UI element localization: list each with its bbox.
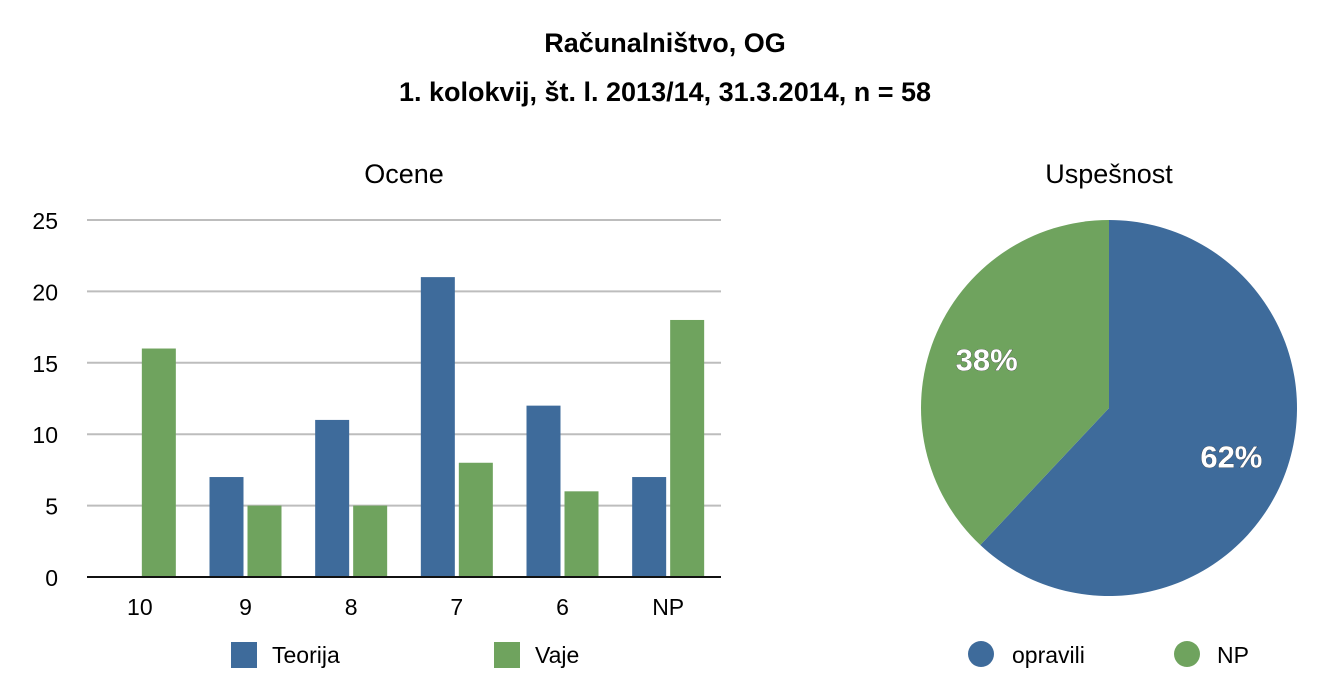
y-tick-label: 15 <box>32 351 58 377</box>
legend-label: opravili <box>1012 642 1085 668</box>
pie-slice <box>980 220 1297 597</box>
chart-title-line2: 1. kolokvij, št. l. 2013/14, 31.3.2014, … <box>398 77 932 107</box>
bar <box>526 405 561 577</box>
legend-swatch <box>968 641 994 667</box>
x-tick-label: 7 <box>450 594 463 620</box>
legend-swatch <box>494 642 520 668</box>
x-tick-label: NP <box>652 594 684 620</box>
x-tick-label: 8 <box>345 594 358 620</box>
legend-label: Teorija <box>272 642 340 668</box>
x-tick-label: 10 <box>127 594 153 620</box>
bar <box>420 277 455 577</box>
y-tick-label: 10 <box>32 422 58 448</box>
bar <box>632 477 667 577</box>
bar <box>458 462 493 577</box>
bar-chart-title: Ocene <box>364 159 444 189</box>
bar <box>141 348 176 577</box>
x-tick-label: 6 <box>556 594 569 620</box>
pie-data-label: 38% <box>956 343 1018 378</box>
legend-label: NP <box>1217 642 1249 668</box>
bar <box>670 319 705 577</box>
pie-chart-title: Uspešnost <box>1045 159 1173 189</box>
legend-label: Vaje <box>535 642 579 668</box>
bar <box>353 505 388 577</box>
pie-data-label: 62% <box>1200 439 1262 474</box>
bar <box>564 491 599 577</box>
bar <box>247 505 282 577</box>
pie-slice <box>921 220 1109 546</box>
bar <box>315 419 350 577</box>
y-tick-label: 5 <box>45 494 58 520</box>
bar <box>209 477 244 577</box>
x-tick-label: 9 <box>239 594 252 620</box>
legend-swatch <box>231 642 257 668</box>
legend-swatch <box>1174 641 1200 667</box>
chart-title-line1: Računalništvo, OG <box>544 28 786 58</box>
y-tick-label: 25 <box>32 208 58 234</box>
y-tick-label: 20 <box>32 279 58 305</box>
y-tick-label: 0 <box>45 565 58 591</box>
